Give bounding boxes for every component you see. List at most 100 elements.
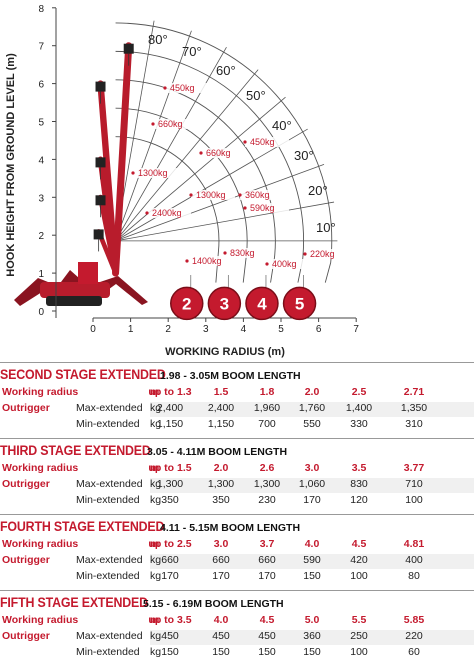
stage-table: FIFTH STAGE EXTENDED 5.15 - 6.19M BOOM LE…: [0, 590, 474, 666]
crane-column: [78, 262, 98, 284]
table-cell: 170: [258, 570, 276, 582]
table-cell: 1,400: [345, 402, 373, 414]
y-tick-label: 4: [38, 155, 44, 166]
boom-head: [95, 195, 106, 206]
angle-label: 70°: [182, 44, 202, 59]
unit: kg: [150, 554, 162, 566]
load-label: 360kg: [245, 190, 270, 200]
table-cell: up to 3.5: [148, 614, 192, 626]
x-tick-label: 5: [278, 324, 284, 335]
stage-badge-number: 3: [220, 294, 229, 313]
table-row: Min-extended kg 350 350 230 170 120 100: [0, 494, 474, 509]
x-tick-label: 7: [353, 324, 359, 335]
unit: kg: [150, 570, 162, 582]
table-cell: 450: [212, 630, 230, 642]
table-cell: 3.77: [403, 462, 425, 474]
table-cell: 5.0: [304, 614, 320, 626]
angle-label: 80°: [148, 32, 168, 47]
table-row: Min-extended kg 150 150 150 150 100 60: [0, 646, 474, 661]
crane-track: [46, 296, 102, 306]
boom-length: 5.15 - 6.19M BOOM LENGTH: [143, 598, 284, 610]
table-cell: 120: [350, 494, 368, 506]
table-cell: 5.5: [351, 614, 367, 626]
unit: m: [150, 462, 160, 474]
unit: kg: [150, 402, 162, 414]
boom-head: [123, 43, 134, 54]
y-tick-label: 2: [38, 231, 44, 242]
outrigger-label: Outrigger: [2, 630, 50, 642]
unit: kg: [150, 646, 162, 658]
table-cell: 170: [212, 570, 230, 582]
table-cell: 230: [258, 494, 276, 506]
crane-body: [40, 282, 110, 298]
load-label: 660kg: [158, 119, 183, 129]
crane-illustration: [14, 262, 148, 306]
boom-segment: [112, 42, 133, 277]
table-cell: 170: [303, 494, 321, 506]
x-tick-label: 2: [165, 324, 171, 335]
table-cell: 1,060: [298, 478, 326, 490]
table-cell: 150: [258, 646, 276, 658]
table-cell: 1,300: [207, 478, 235, 490]
table-cell: 5.85: [403, 614, 425, 626]
boom-length: 1.98 - 3.05M BOOM LENGTH: [160, 370, 301, 382]
outrigger-label: Outrigger: [2, 554, 50, 566]
load-label: 220kg: [310, 249, 335, 259]
stage-badge-number: 4: [257, 294, 267, 313]
angle-label: 10°: [316, 220, 336, 235]
unit: m: [150, 538, 160, 550]
table-cell: 710: [405, 478, 423, 490]
table-cell: 150: [303, 646, 321, 658]
stage-badge-number: 5: [295, 294, 304, 313]
load-label: 400kg: [272, 259, 297, 269]
table-cell: 80: [408, 570, 420, 582]
angle-label: 40°: [272, 118, 292, 133]
load-label: 450kg: [170, 83, 195, 93]
table-cell: 350: [212, 494, 230, 506]
table-cell: 4.0: [304, 538, 320, 550]
table-cell: 1.8: [259, 386, 275, 398]
max-extended-label: Max-extended: [76, 478, 143, 490]
stage-tables: SECOND STAGE EXTENDED 1.98 - 3.05M BOOM L…: [0, 362, 474, 666]
table-cell: 2.0: [304, 386, 320, 398]
table-cell: 2,400: [156, 402, 184, 414]
table-cell: 100: [350, 570, 368, 582]
table-cell: 4.5: [351, 538, 367, 550]
stage-badge: [245, 286, 279, 321]
load-label: 450kg: [250, 137, 275, 147]
table-cell: 150: [212, 646, 230, 658]
table-cell: 3.0: [304, 462, 320, 474]
boom-positions: [93, 42, 134, 277]
table-cell: 2,400: [207, 402, 235, 414]
table-cell: 660: [212, 554, 230, 566]
table-row: Outrigger Max-extended kg 1,300 1,300 1,300 1,…: [0, 478, 474, 493]
table-cell: up to 1.5: [148, 462, 192, 474]
table-cell: 150: [161, 646, 179, 658]
x-tick-label: 3: [203, 324, 209, 335]
table-cell: 830: [350, 478, 368, 490]
table-cell: 100: [405, 494, 423, 506]
x-tick-label: 1: [128, 324, 134, 335]
table-cell: 2.0: [213, 462, 229, 474]
table-row: Outrigger Max-extended kg 660 660 660 590 420 40…: [0, 554, 474, 569]
stage-table: THIRD STAGE EXTENDED 3.05 - 4.11M BOOM LE…: [0, 438, 474, 514]
table-cell: 2.71: [403, 386, 425, 398]
max-extended-label: Max-extended: [76, 402, 143, 414]
table-cell: 2.5: [351, 386, 367, 398]
table-row: Min-extended kg 1,150 1,150 700 550 330 310: [0, 418, 474, 433]
load-label: 660kg: [206, 148, 231, 158]
table-row: Min-extended kg 170 170 170 150 100 80: [0, 570, 474, 585]
table-cell: 420: [350, 554, 368, 566]
radius-label: Working radius: [2, 614, 79, 626]
radius-label: Working radius: [2, 386, 79, 398]
boom-segment: [97, 194, 119, 276]
radius-label: Working radius: [2, 538, 79, 550]
angle-label: 20°: [308, 183, 328, 198]
table-cell: 400: [405, 554, 423, 566]
stage-title: SECOND STAGE EXTENDED: [0, 367, 166, 382]
y-tick-label: 5: [38, 118, 44, 129]
load-label: 1400kg: [192, 256, 222, 266]
table-cell: 700: [258, 418, 276, 430]
load-label: 1300kg: [196, 190, 226, 200]
